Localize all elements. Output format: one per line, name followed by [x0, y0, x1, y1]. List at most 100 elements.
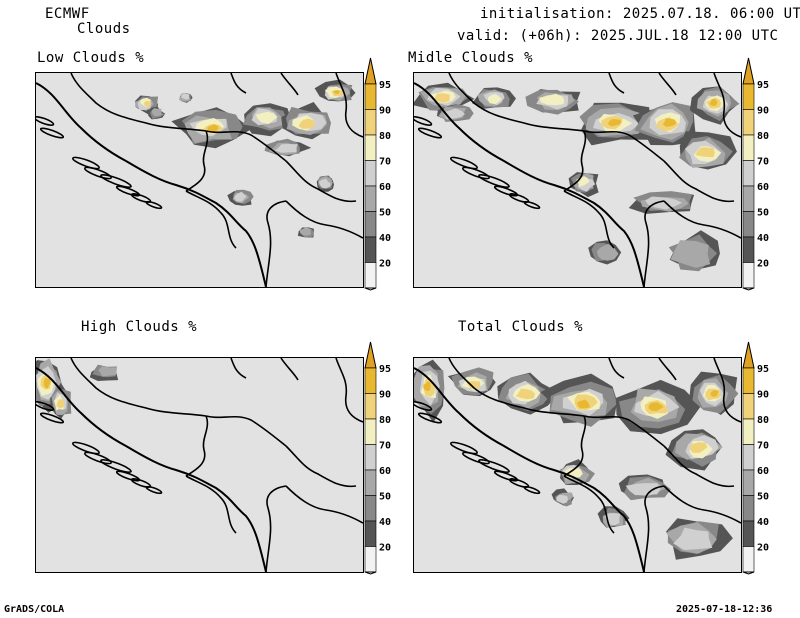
- map-background: [36, 358, 363, 572]
- country-border: [583, 130, 665, 162]
- country-border: [205, 130, 287, 162]
- cloud-cell: [181, 93, 190, 100]
- country-border: [448, 358, 585, 417]
- colorbar-label-40: 40: [757, 517, 769, 528]
- colorbar-label-70: 70: [757, 441, 769, 452]
- cloud-cell: [255, 111, 278, 125]
- cloud-cell: [648, 402, 664, 412]
- colorbar-label-50: 50: [757, 492, 769, 503]
- country-border: [713, 358, 741, 423]
- colorbar-box-70: [742, 444, 755, 471]
- country-border: [643, 485, 665, 572]
- colorbar-label-95: 95: [379, 364, 391, 375]
- island: [523, 200, 541, 210]
- panel-title-mid: Midle Clouds %: [408, 50, 534, 66]
- cloud-cell: [234, 191, 247, 202]
- country-border: [205, 415, 287, 447]
- country-border: [608, 73, 625, 94]
- country-border: [285, 485, 363, 524]
- cloud-cell: [577, 399, 591, 409]
- colorbar-label-80: 80: [757, 131, 769, 142]
- country-border: [643, 200, 665, 287]
- colorbar-box-50: [364, 495, 377, 522]
- colorbar-high: 95 90 80 70 60 50 40 20: [364, 341, 391, 575]
- colorbar-label-80: 80: [379, 415, 391, 426]
- country-border: [265, 485, 287, 572]
- island: [145, 200, 163, 210]
- island: [478, 174, 510, 188]
- colorbar-box-95: [742, 367, 755, 394]
- colorbar-bottom-arrow: [364, 287, 377, 291]
- island: [523, 485, 541, 495]
- colorbar-box-70: [364, 444, 377, 471]
- colorbar-low: 95 90 80 70 60 50 40 20: [364, 57, 391, 291]
- island: [72, 441, 100, 455]
- product-label: Clouds: [77, 21, 131, 37]
- country-border: [185, 190, 237, 249]
- island: [450, 441, 478, 455]
- country-border: [563, 415, 587, 477]
- country-border: [663, 445, 735, 488]
- country-border: [280, 73, 299, 96]
- colorbar-label-20: 20: [379, 543, 391, 554]
- colorbar-box-40: [742, 520, 755, 547]
- country-border: [185, 130, 209, 192]
- country-border: [663, 200, 741, 239]
- country-border: [608, 358, 625, 379]
- colorbar-label-50: 50: [757, 208, 769, 219]
- map-middle-clouds: [413, 72, 742, 288]
- cloud-cell: [709, 99, 718, 106]
- cloud-cell: [670, 240, 711, 268]
- colorbar-label-80: 80: [379, 131, 391, 142]
- country-border: [563, 475, 615, 534]
- colorbar-label-90: 90: [757, 106, 769, 117]
- colorbar-label-60: 60: [757, 182, 769, 193]
- colorbar-label-60: 60: [379, 466, 391, 477]
- colorbar-top-arrow: [364, 341, 377, 369]
- country-border: [285, 200, 363, 239]
- colorbar-label-95: 95: [757, 80, 769, 91]
- init-time: initialisation: 2025.07.18. 06:00 UTC: [480, 6, 800, 22]
- cloud-cell: [625, 483, 661, 496]
- island: [478, 459, 510, 473]
- colorbar-box-20: [364, 262, 377, 289]
- colorbar-label-50: 50: [379, 208, 391, 219]
- colorbar-label-20: 20: [757, 543, 769, 554]
- country-border: [448, 73, 585, 132]
- cloud-cell: [515, 388, 535, 400]
- island: [36, 116, 55, 126]
- cloud-cell: [56, 399, 65, 409]
- map-total-clouds: [413, 357, 742, 573]
- cloud-cell: [539, 93, 565, 106]
- colorbar-top-arrow: [742, 341, 755, 369]
- country-border: [658, 358, 677, 381]
- coastline: [414, 367, 645, 572]
- island: [39, 412, 65, 424]
- island: [72, 156, 100, 170]
- cloud-cell: [673, 527, 713, 550]
- colorbar-box-40: [364, 236, 377, 263]
- colorbar-box-20: [742, 546, 755, 573]
- cloud-cell: [434, 93, 450, 103]
- island: [462, 451, 490, 465]
- cloud-cell: [607, 119, 622, 127]
- island: [100, 174, 132, 188]
- colorbar-box-50: [742, 495, 755, 522]
- colorbar-box-70: [364, 160, 377, 187]
- colorbar-box-95: [742, 83, 755, 110]
- island: [145, 485, 163, 495]
- colorbar-box-90: [364, 393, 377, 420]
- island: [84, 451, 112, 465]
- country-border: [663, 485, 741, 524]
- cloud-cell: [576, 176, 590, 187]
- colorbar-label-90: 90: [379, 106, 391, 117]
- footer-timestamp: 2025-07-18-12:36: [676, 604, 773, 615]
- island: [36, 401, 55, 411]
- cloud-cell: [98, 366, 118, 377]
- colorbar-label-70: 70: [379, 157, 391, 168]
- island: [84, 166, 112, 180]
- country-border: [335, 73, 363, 138]
- cloud-cell: [689, 442, 708, 453]
- model-label: ECMWF: [45, 6, 90, 22]
- colorbar-bottom-arrow: [742, 287, 755, 291]
